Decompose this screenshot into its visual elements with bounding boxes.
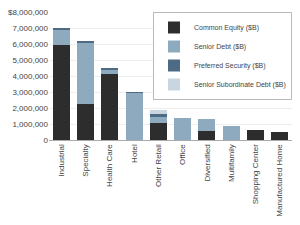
svg-text:1,000,000: 1,000,000	[12, 120, 48, 129]
svg-text:4,000,000: 4,000,000	[12, 72, 48, 81]
svg-text:Hotel: Hotel	[130, 144, 139, 163]
svg-text:Multifamily: Multifamily	[227, 144, 236, 182]
svg-text:5,000,000: 5,000,000	[12, 56, 48, 65]
svg-text:Diversified: Diversified	[203, 144, 212, 181]
svg-text:Common Equity ($B): Common Equity ($B)	[194, 24, 259, 32]
svg-text:2,000,000: 2,000,000	[12, 104, 48, 113]
svg-text:Industrial: Industrial	[57, 144, 66, 177]
svg-text:Specialty: Specialty	[81, 144, 90, 176]
svg-text:$8,000,000: $8,000,000	[8, 8, 49, 17]
svg-text:Shopping Center: Shopping Center	[251, 144, 260, 204]
svg-text:Senior Debt ($B): Senior Debt ($B)	[194, 43, 246, 51]
svg-text:Office: Office	[178, 144, 187, 165]
svg-text:3,000,000: 3,000,000	[12, 88, 48, 97]
svg-text:7,000,000: 7,000,000	[12, 24, 48, 33]
svg-text:Preferred Security ($B): Preferred Security ($B)	[194, 62, 266, 70]
svg-text:Manufactured Home: Manufactured Home	[275, 144, 284, 217]
svg-text:Health Care: Health Care	[105, 144, 114, 187]
svg-text:0: 0	[44, 136, 49, 145]
svg-text:Senior Subordinate Debt ($B): Senior Subordinate Debt ($B)	[194, 81, 286, 89]
svg-text:Other Retail: Other Retail	[154, 144, 163, 187]
svg-text:6,000,000: 6,000,000	[12, 40, 48, 49]
